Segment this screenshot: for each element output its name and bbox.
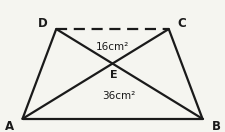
Text: 16cm²: 16cm² [96,42,129,52]
Text: E: E [110,70,117,80]
Text: 36cm²: 36cm² [103,91,136,101]
Text: B: B [212,120,220,132]
Text: A: A [4,120,13,132]
Text: D: D [38,17,48,30]
Text: C: C [178,17,187,30]
